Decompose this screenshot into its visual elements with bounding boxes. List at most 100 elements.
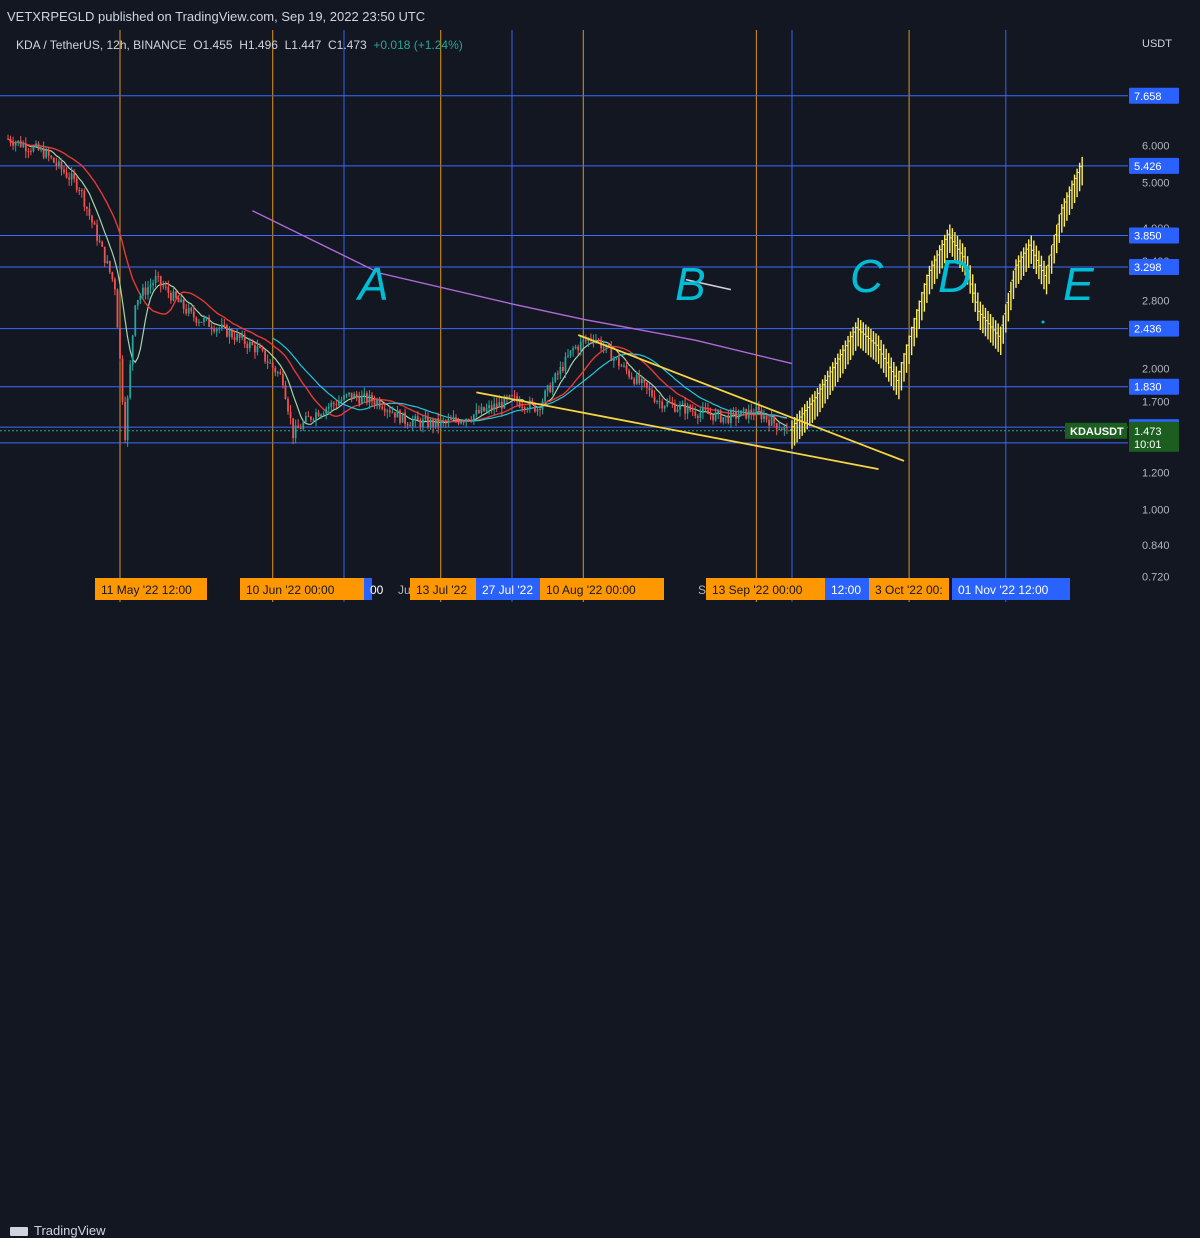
note-stroke [685, 278, 732, 291]
x-label-box [706, 578, 826, 600]
candle-body [401, 412, 404, 423]
candle-body [68, 177, 70, 180]
level-label: 3.298 [1134, 262, 1162, 274]
candle-body [45, 150, 48, 158]
candle-body [569, 350, 572, 356]
candle-body [226, 325, 228, 337]
change-value: +0.018 (+1.24%) [373, 38, 463, 52]
candle-body [383, 408, 386, 412]
candle-body [686, 405, 689, 414]
y-tick-label: 0.720 [1142, 571, 1170, 583]
candle-body [185, 309, 188, 314]
level-label: 2.436 [1134, 324, 1162, 336]
candle-body [717, 410, 720, 413]
candle-body [758, 406, 760, 411]
candle-body [691, 410, 694, 412]
x-label: 10 Jun '22 00:00 [246, 583, 335, 597]
x-label: 13 Sep '22 00:00 [712, 583, 803, 597]
candle-body [516, 395, 518, 402]
y-tick-label: 2.000 [1142, 364, 1170, 376]
candle-body [307, 416, 310, 418]
candle-body [203, 318, 205, 323]
candle-body [287, 398, 289, 412]
candle-body [320, 414, 322, 417]
candle-body [778, 429, 781, 431]
candle-body [233, 337, 236, 341]
candle-body [129, 364, 132, 398]
candle-body [378, 400, 381, 407]
candle-body [164, 286, 167, 288]
candle-body [442, 421, 445, 423]
candle-body [437, 418, 440, 427]
candle-body [750, 409, 753, 415]
candle-body [345, 394, 348, 396]
tradingview-logo[interactable]: TradingView [10, 1223, 106, 1238]
candle-body [12, 142, 14, 146]
candle-body [256, 346, 259, 353]
candle-body [485, 408, 488, 412]
candle-body [707, 409, 709, 415]
candle-body [684, 403, 686, 414]
candle-body [170, 293, 172, 301]
x-label: 10 Aug '22 00:00 [546, 583, 636, 597]
level-label: 3.850 [1134, 231, 1162, 243]
x-label-box [364, 578, 372, 600]
candle-body [236, 333, 238, 341]
level-label-box [1129, 259, 1179, 276]
candle-body [724, 415, 727, 418]
candle-body [340, 399, 343, 402]
candle-body [259, 346, 261, 348]
candle-body [483, 406, 485, 412]
x-label: 00 [370, 583, 384, 597]
candle-body [763, 415, 765, 420]
wave-dot [1041, 320, 1045, 324]
candle-body [264, 350, 266, 362]
candle-body [531, 400, 534, 403]
candle-body [549, 385, 552, 393]
candle-body [465, 418, 468, 422]
candle-body [317, 412, 320, 417]
candle-body [503, 396, 506, 409]
candle-body [261, 347, 264, 351]
candle-body [755, 406, 758, 415]
candle-body [14, 142, 17, 146]
candle-body [602, 347, 605, 349]
candle-body [612, 358, 615, 361]
candle-body [327, 406, 330, 409]
candle-body [577, 346, 580, 351]
candle-body [490, 405, 493, 410]
candle-body [735, 411, 737, 419]
x-label: 12:00 [831, 583, 861, 597]
candle-body [304, 416, 307, 423]
candle-body [630, 376, 633, 379]
candle-body [518, 401, 521, 407]
candle-body [312, 419, 315, 421]
x-label: 11 May '22 12:00 [101, 583, 192, 597]
candle-body [47, 150, 50, 156]
candle-body [192, 311, 195, 318]
price-axis[interactable] [1128, 30, 1200, 606]
wedge-lower-line [476, 391, 879, 470]
candle-body [195, 317, 198, 323]
candle-body [30, 151, 32, 153]
candle-body [597, 339, 600, 341]
candle-body [648, 387, 651, 391]
candle-body [52, 157, 55, 163]
last-price-countdown: 10:01 [1134, 439, 1162, 451]
x-label-box [95, 578, 207, 600]
candle-body [554, 373, 557, 382]
candle-body [58, 161, 60, 166]
candle-body [663, 406, 666, 409]
candle-body [83, 190, 86, 207]
candle-body [86, 206, 88, 209]
candle-body [727, 415, 730, 423]
candle-body [101, 241, 104, 247]
candle-body [17, 140, 20, 143]
y-tick-label: 0.840 [1142, 540, 1170, 552]
candle-body [618, 357, 620, 366]
candle-body [447, 419, 450, 423]
candle-body [78, 189, 81, 191]
candle-body [343, 395, 345, 400]
x-label-box [240, 578, 366, 600]
